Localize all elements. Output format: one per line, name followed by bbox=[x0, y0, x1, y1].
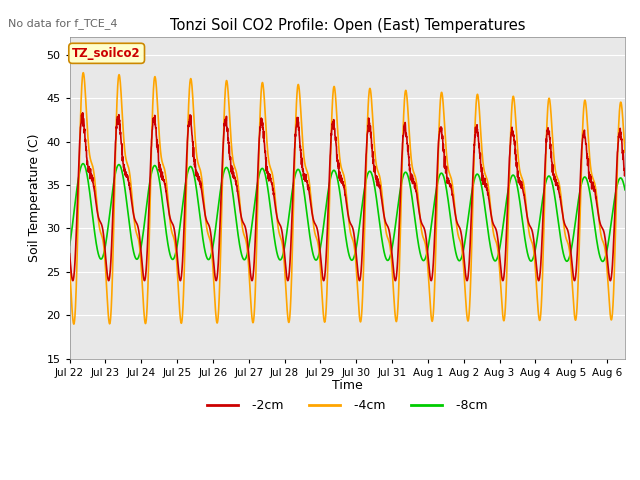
X-axis label: Time: Time bbox=[332, 379, 363, 392]
Title: Tonzi Soil CO2 Profile: Open (East) Temperatures: Tonzi Soil CO2 Profile: Open (East) Temp… bbox=[170, 18, 525, 33]
Y-axis label: Soil Temperature (C): Soil Temperature (C) bbox=[28, 134, 41, 262]
Text: No data for f_TCE_4: No data for f_TCE_4 bbox=[8, 18, 118, 29]
Legend:  -2cm,  -4cm,  -8cm: -2cm, -4cm, -8cm bbox=[202, 394, 492, 417]
Text: TZ_soilco2: TZ_soilco2 bbox=[72, 47, 141, 60]
